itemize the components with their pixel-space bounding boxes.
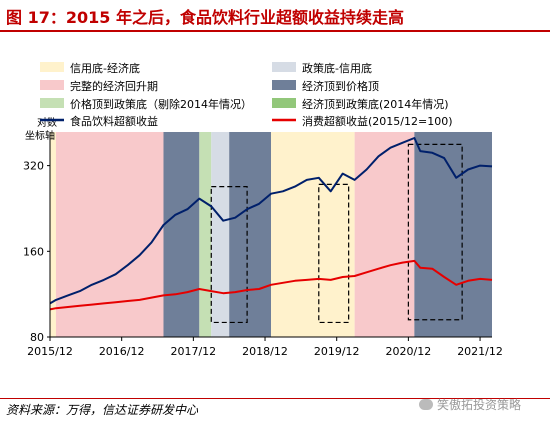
period-band <box>163 132 200 337</box>
title-divider <box>0 30 550 32</box>
x-tick-label: 2015/12 <box>27 345 73 358</box>
axes-layer: 80 160 320 2015/12 2016/12 2017/12 2018/12 2019… <box>23 116 503 358</box>
period-band <box>354 132 415 337</box>
series-line <box>49 259 493 311</box>
legend-swatch <box>272 62 296 72</box>
period-band <box>199 132 212 337</box>
highlight-box <box>318 183 350 324</box>
series-line <box>49 137 493 305</box>
period-band <box>211 132 230 337</box>
wechat-icon <box>419 399 433 410</box>
x-tick-label: 2019/12 <box>314 345 360 358</box>
legend-swatch <box>40 62 64 72</box>
legend-label: 经济顶到价格顶 <box>302 79 379 93</box>
period-band <box>414 132 492 337</box>
legend-swatch <box>40 98 64 108</box>
chart-title: 图 17：2015 年之后，食品饮料行业超额收益持续走高 <box>6 8 404 27</box>
watermark: 笑傲拓投资策略 <box>419 396 521 413</box>
legend-swatch <box>40 80 64 90</box>
legend-label: 食品饮料超额收益 <box>70 114 158 128</box>
legend-label: 政策底-信用底 <box>302 61 372 75</box>
legend-label: 消费超额收益(2015/12=100) <box>302 114 453 128</box>
y-tick-label: 320 <box>23 160 44 173</box>
period-band <box>271 132 355 337</box>
footer-divider <box>0 398 550 399</box>
legend-label: 完整的经济回升期 <box>70 79 158 93</box>
y-tick-label: 80 <box>30 331 44 344</box>
highlight-box <box>407 143 463 321</box>
y-axis-title: 对数 <box>37 116 57 129</box>
legend-swatch <box>272 98 296 108</box>
series-layer <box>49 137 493 311</box>
x-tick-label: 2020/12 <box>386 345 432 358</box>
legend-label: 信用底-经济底 <box>70 61 140 75</box>
source-note: 资料来源：万得，信达证券研发中心 <box>6 403 199 417</box>
period-band <box>50 132 56 337</box>
x-tick-label: 2016/12 <box>99 345 145 358</box>
x-tick-label: 2018/12 <box>242 345 288 358</box>
x-tick-label: 2017/12 <box>170 345 216 358</box>
y-tick-label: 160 <box>23 245 44 258</box>
period-band <box>229 132 271 337</box>
x-tick-label: 2021/12 <box>457 345 503 358</box>
y-axis-title: 坐标轴 <box>25 129 55 142</box>
highlight-box-layer <box>210 143 463 324</box>
watermark-text: 笑傲拓投资策略 <box>437 398 522 412</box>
legend-swatch <box>272 80 296 90</box>
chart-canvas: 80 160 320 2015/12 2016/12 2017/12 2018/12 2019… <box>23 61 503 358</box>
legend-label: 价格顶到政策底（剔除2014年情况） <box>70 97 252 111</box>
highlight-box <box>210 186 248 324</box>
band-layer <box>50 132 492 337</box>
legend-label: 经济顶到政策底(2014年情况) <box>302 97 449 111</box>
